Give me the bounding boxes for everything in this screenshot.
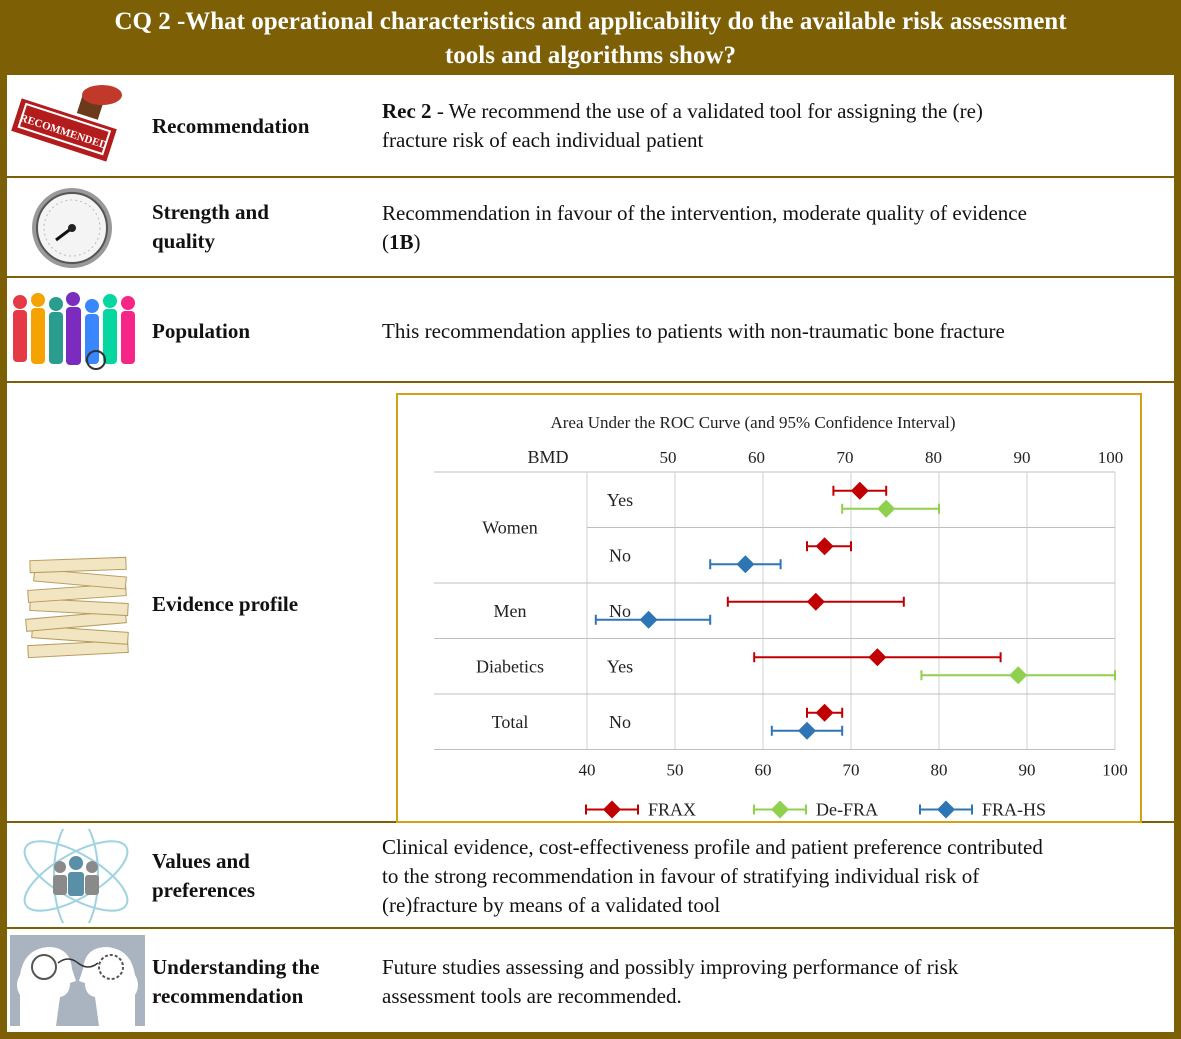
values-text: Clinical evidence, cost-effectiveness pr… bbox=[382, 833, 1167, 920]
values-text-line2: to the strong recommendation in favour o… bbox=[382, 864, 980, 888]
row-recommendation: RECOMMENDED Recommendation Rec 2 - We re… bbox=[7, 75, 1174, 178]
row-values: Values and preferences Clinical evidence… bbox=[7, 817, 1174, 935]
bmd-header: BMD bbox=[527, 447, 568, 467]
strength-label-line2: quality bbox=[152, 229, 216, 253]
population-label: Population bbox=[152, 319, 251, 343]
recommendation-text-line1: Rec 2 - We recommend the use of a valida… bbox=[382, 97, 1167, 126]
bmd-label: No bbox=[609, 712, 631, 732]
row-labels: Yes No Women No Men Yes Diabetics No Total bbox=[476, 490, 633, 732]
bmd-label: Yes bbox=[607, 656, 633, 676]
header-title-line1: CQ 2 -What operational characteristics a… bbox=[114, 8, 1067, 35]
content-panel: RECOMMENDED Recommendation Rec 2 - We re… bbox=[7, 75, 1174, 1032]
chart-title: Area Under the ROC Curve (and 95% Confid… bbox=[550, 413, 955, 432]
page-header: CQ 2 -What operational characteristics a… bbox=[0, 0, 1181, 75]
bottom-tick-label: 40 bbox=[579, 761, 596, 780]
top-axis-ticks: 50 60 70 80 90 100 bbox=[660, 448, 1124, 467]
legend-marker bbox=[603, 800, 621, 819]
legend-label: FRA-HS bbox=[982, 800, 1046, 820]
strength-label: Strength and quality bbox=[152, 198, 372, 256]
stamp-icon: RECOMMENDED bbox=[10, 83, 145, 171]
understanding-label-line2: recommendation bbox=[152, 984, 304, 1008]
bottom-tick-label: 100 bbox=[1102, 761, 1128, 780]
point-estimate bbox=[868, 648, 887, 667]
point-estimate bbox=[806, 592, 825, 611]
point-estimate bbox=[877, 499, 896, 518]
bottom-tick-label: 90 bbox=[1019, 761, 1036, 780]
row-evidence: Evidence profile Area Under the ROC Curv… bbox=[7, 383, 1174, 823]
understanding-text-line1: Future studies assessing and possibly im… bbox=[382, 955, 959, 979]
recommendation-text-line2: fracture risk of each individual patient bbox=[382, 128, 704, 152]
recommendation-label: Recommendation bbox=[152, 114, 310, 138]
legend-marker bbox=[937, 800, 955, 819]
strength-text: Recommendation in favour of the interven… bbox=[382, 199, 1167, 257]
point-estimate bbox=[850, 481, 869, 500]
gauge-icon bbox=[10, 182, 145, 272]
people-icon bbox=[10, 290, 145, 372]
legend-marker bbox=[771, 800, 789, 819]
bottom-tick-label: 70 bbox=[843, 761, 860, 780]
rec-number: Rec 2 bbox=[382, 99, 432, 123]
header-title-line2: tools and algorithms show? bbox=[444, 42, 736, 69]
people-group-icon bbox=[10, 817, 145, 935]
grade-open: ( bbox=[382, 230, 389, 254]
row-strength: Strength and quality Recommendation in f… bbox=[7, 178, 1174, 278]
documents-stack-icon bbox=[10, 543, 145, 663]
values-label-line1: Values and bbox=[152, 849, 250, 873]
top-tick-label: 100 bbox=[1098, 448, 1124, 467]
point-estimate bbox=[798, 721, 816, 740]
point-estimate bbox=[736, 555, 755, 574]
row-understanding: Understanding the recommendation Future … bbox=[7, 929, 1174, 1032]
bmd-label: No bbox=[609, 601, 631, 621]
bottom-tick-label: 80 bbox=[931, 761, 948, 780]
chart-legend: FRAX De-FRA FRA-HS bbox=[585, 800, 1046, 820]
top-tick-label: 90 bbox=[1014, 448, 1031, 467]
values-label: Values and preferences bbox=[152, 847, 372, 905]
top-tick-label: 70 bbox=[837, 448, 854, 467]
top-tick-label: 60 bbox=[748, 448, 765, 467]
understanding-label: Understanding the recommendation bbox=[152, 953, 372, 1011]
strength-text-line2: (1B) bbox=[382, 228, 1167, 257]
recommendation-text: Rec 2 - We recommend the use of a valida… bbox=[382, 97, 1167, 155]
point-estimate bbox=[639, 610, 658, 629]
bmd-label: Yes bbox=[607, 490, 633, 510]
bottom-tick-label: 60 bbox=[755, 761, 772, 780]
forest-plot: Area Under the ROC Curve (and 95% Confid… bbox=[396, 393, 1142, 823]
strength-text-line1: Recommendation in favour of the interven… bbox=[382, 201, 1027, 225]
chart-grid bbox=[434, 471, 1116, 750]
legend-label: FRAX bbox=[648, 800, 696, 820]
bottom-axis-ticks: 40 50 60 70 80 90 100 bbox=[579, 761, 1128, 780]
group-label: Women bbox=[482, 518, 538, 538]
row-population: Population This recommendation applies t… bbox=[7, 278, 1174, 383]
top-tick-label: 50 bbox=[660, 448, 677, 467]
grade-value: 1B bbox=[389, 230, 414, 254]
understanding-text-line2: assessment tools are recommended. bbox=[382, 984, 682, 1008]
bottom-tick-label: 50 bbox=[667, 761, 684, 780]
understanding-label-line1: Understanding the bbox=[152, 955, 320, 979]
chart-marks bbox=[594, 481, 1116, 740]
forest-plot-svg: Area Under the ROC Curve (and 95% Confid… bbox=[434, 413, 1128, 820]
understanding-text: Future studies assessing and possibly im… bbox=[382, 953, 1167, 1011]
legend-label: De-FRA bbox=[816, 800, 878, 820]
values-text-line3: (re)fracture by means of a validated too… bbox=[382, 893, 721, 917]
values-text-line1: Clinical evidence, cost-effectiveness pr… bbox=[382, 835, 1043, 859]
bmd-label: No bbox=[609, 545, 631, 565]
evidence-label: Evidence profile bbox=[152, 592, 299, 616]
values-label-line2: preferences bbox=[152, 878, 256, 902]
rec-text-part1: - We recommend the use of a validated to… bbox=[431, 99, 983, 123]
grade-close: ) bbox=[413, 230, 421, 254]
population-text: This recommendation applies to patients … bbox=[382, 319, 1005, 343]
group-label: Total bbox=[492, 712, 529, 732]
heads-thinking-icon bbox=[10, 935, 145, 1026]
group-label: Men bbox=[494, 601, 527, 621]
point-estimate bbox=[815, 703, 834, 722]
top-tick-label: 80 bbox=[925, 448, 942, 467]
point-estimate bbox=[815, 537, 834, 556]
strength-label-line1: Strength and bbox=[152, 200, 269, 224]
group-label: Diabetics bbox=[476, 656, 544, 676]
point-estimate bbox=[1009, 666, 1028, 685]
